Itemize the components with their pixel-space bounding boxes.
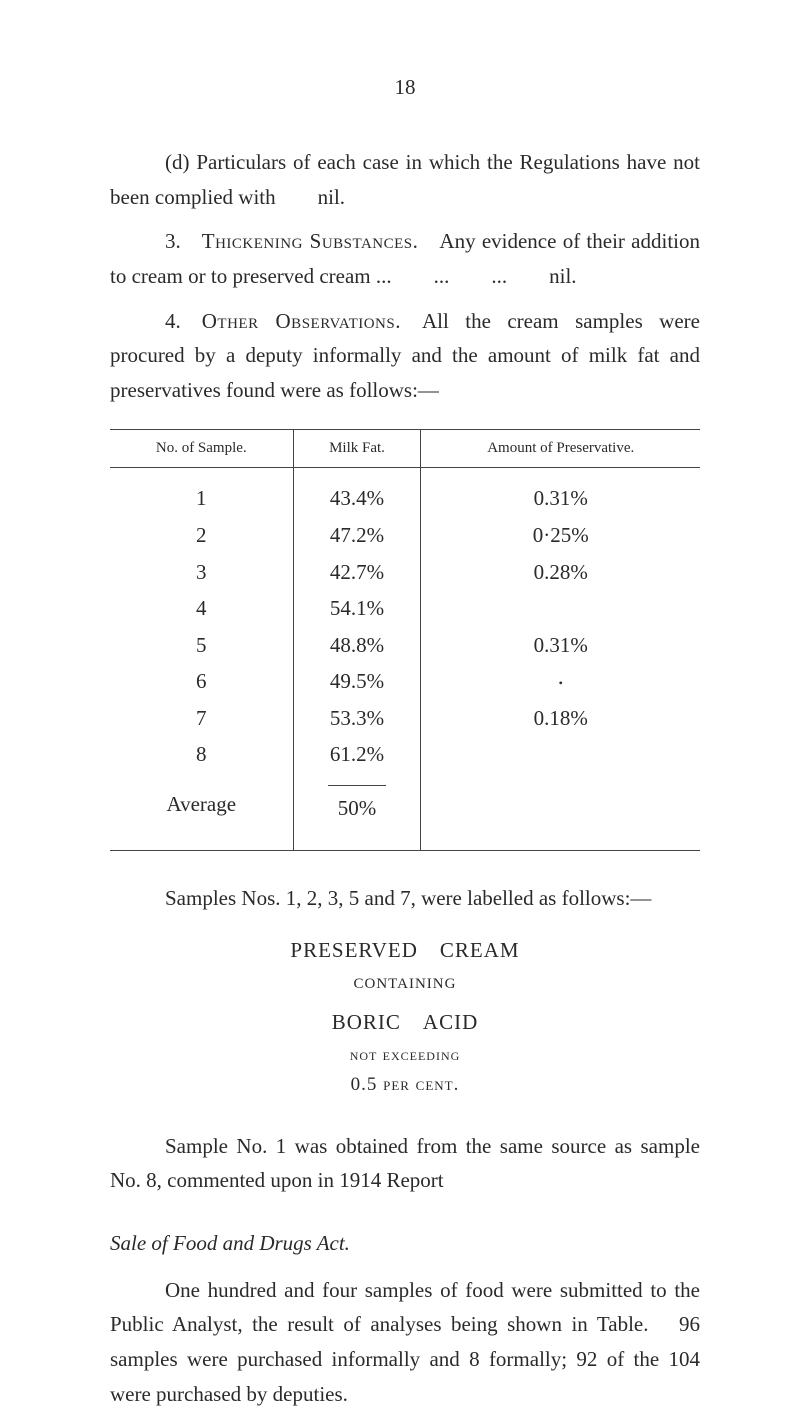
table-cell: 43.4% bbox=[293, 468, 421, 517]
table-cell: 48.8% bbox=[293, 627, 421, 664]
percent-label: 0.5 per cent. bbox=[110, 1070, 700, 1100]
table-cell: 6 bbox=[110, 663, 293, 700]
table-cell: 2 bbox=[110, 517, 293, 554]
table-cell: 53.3% bbox=[293, 700, 421, 737]
average-label-cell: Average bbox=[110, 779, 293, 851]
col-header-preservative: Amount of Preservative. bbox=[421, 430, 700, 468]
table-row: 342.7%0.28% bbox=[110, 554, 700, 591]
table-cell: • bbox=[421, 663, 700, 700]
table-cell: 42.7% bbox=[293, 554, 421, 591]
table-row: 247.2%0·25% bbox=[110, 517, 700, 554]
table-cell: 0.31% bbox=[421, 468, 700, 517]
table-cell: 5 bbox=[110, 627, 293, 664]
table-cell bbox=[421, 779, 700, 851]
para-3-lead: 3. bbox=[165, 229, 202, 253]
preservative-table: No. of Sample. Milk Fat. Amount of Prese… bbox=[110, 430, 700, 850]
table-row: 548.8%0.31% bbox=[110, 627, 700, 664]
boric-acid-label: BORIC ACID bbox=[110, 1006, 700, 1040]
average-value-cell: 50% bbox=[293, 779, 421, 851]
col-header-sample: No. of Sample. bbox=[110, 430, 293, 468]
containing-label: CONTAINING bbox=[110, 972, 700, 996]
sale-act-paragraph: One hundred and four samples of food wer… bbox=[110, 1273, 700, 1411]
table-header-row: No. of Sample. Milk Fat. Amount of Prese… bbox=[110, 430, 700, 468]
table-cell: 8 bbox=[110, 736, 293, 773]
table-row: 753.3%0.18% bbox=[110, 700, 700, 737]
table-cell: 1 bbox=[110, 468, 293, 517]
table-cell: 0.28% bbox=[421, 554, 700, 591]
paragraph-4: 4. Other Observations. All the cream sam… bbox=[110, 304, 700, 408]
para-4-smallcaps: Other Observations. bbox=[202, 309, 401, 333]
table-cell: 3 bbox=[110, 554, 293, 591]
paragraph-d: (d) Particulars of each case in which th… bbox=[110, 145, 700, 214]
table-row: 143.4%0.31% bbox=[110, 468, 700, 517]
table-cell bbox=[421, 590, 700, 627]
page-number: 18 bbox=[110, 75, 700, 100]
table-cell: 4 bbox=[110, 590, 293, 627]
document-page: 18 (d) Particulars of each case in which… bbox=[0, 0, 800, 1370]
table-cell: 61.2% bbox=[293, 736, 421, 773]
table-cell: 0·25% bbox=[421, 517, 700, 554]
table-cell: 54.1% bbox=[293, 590, 421, 627]
table-cell: 0.18% bbox=[421, 700, 700, 737]
samples-line: Samples Nos. 1, 2, 3, 5 and 7, were labe… bbox=[110, 881, 700, 916]
table-row: 861.2% bbox=[110, 736, 700, 773]
table-row: 454.1% bbox=[110, 590, 700, 627]
table-body: 143.4%0.31%247.2%0·25%342.7%0.28%454.1%5… bbox=[110, 468, 700, 850]
table-cell bbox=[421, 736, 700, 773]
para-3-smallcaps: Thickening Substances. bbox=[202, 229, 419, 253]
table-cell: 47.2% bbox=[293, 517, 421, 554]
average-value: 50% bbox=[328, 785, 386, 825]
paragraph-3: 3. Thickening Substances. Any evidence o… bbox=[110, 224, 700, 293]
preserved-cream-title: PRESERVED CREAM bbox=[110, 934, 700, 968]
col-header-milkfat: Milk Fat. bbox=[293, 430, 421, 468]
not-exceeding-label: not exceeding bbox=[110, 1041, 700, 1068]
para-4-lead: 4. bbox=[165, 309, 202, 333]
table-row: 649.5% • bbox=[110, 663, 700, 700]
sale-act-title: Sale of Food and Drugs Act. bbox=[110, 1226, 700, 1261]
table-cell: 0.31% bbox=[421, 627, 700, 664]
table-cell: 7 bbox=[110, 700, 293, 737]
data-table-wrapper: No. of Sample. Milk Fat. Amount of Prese… bbox=[110, 429, 700, 851]
dot-marker: • bbox=[559, 676, 563, 690]
table-cell: 49.5% bbox=[293, 663, 421, 700]
sample-source-paragraph: Sample No. 1 was obtained from the same … bbox=[110, 1129, 700, 1198]
table-average-row: Average 50% bbox=[110, 779, 700, 851]
center-block: PRESERVED CREAM CONTAINING BORIC ACID no… bbox=[110, 934, 700, 1101]
